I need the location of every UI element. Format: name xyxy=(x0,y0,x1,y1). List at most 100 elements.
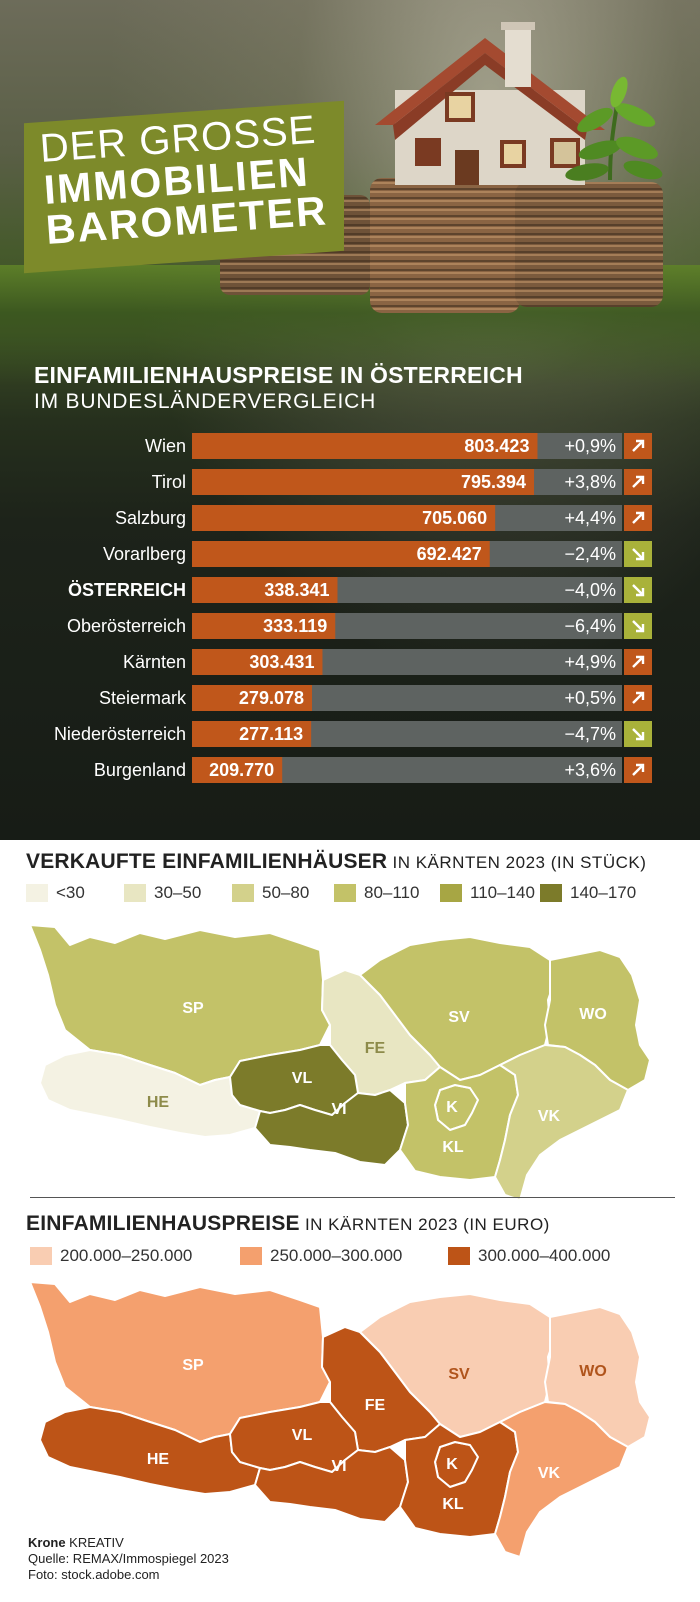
legend-label: 80–110 xyxy=(364,883,420,902)
arrow-down-right-icon xyxy=(632,584,645,597)
district-label: K xyxy=(446,1099,458,1116)
legend-item: 110–140 xyxy=(440,882,535,904)
bar-value-label: 303.431 xyxy=(249,652,314,672)
bar-row: Tirol 795.394 +3,8% xyxy=(152,469,652,495)
district-label: VL xyxy=(292,1427,313,1444)
house-illustration xyxy=(375,22,605,185)
district-label: VK xyxy=(538,1465,561,1482)
map2-kaernten-prices: SP HE FE SV WO VL VI K KL VK xyxy=(29,1281,651,1558)
bar-row: Steiermark 279.078 +0,5% xyxy=(99,685,652,711)
bar-value-label: 279.078 xyxy=(239,688,304,708)
footer-brand: Krone KREATIV xyxy=(28,1535,229,1551)
bar xyxy=(192,613,336,639)
district-label: KL xyxy=(442,1496,464,1513)
district-label: VI xyxy=(331,1101,346,1118)
bar-category-label: ÖSTERREICH xyxy=(68,580,186,600)
arrow-down-right-icon xyxy=(632,728,645,741)
section-divider xyxy=(30,1197,675,1198)
plant-illustration xyxy=(565,76,663,181)
legend-label: 110–140 xyxy=(470,883,535,902)
arrow-up-right-icon xyxy=(632,511,645,524)
map1-title: VERKAUFTE EINFAMILIENHÄUSER IN KÄRNTEN 2… xyxy=(26,850,646,874)
bar-value-label: 795.394 xyxy=(461,472,526,492)
footer-photo-credit: Foto: stock.adobe.com xyxy=(28,1567,160,1582)
district-label: VL xyxy=(292,1070,313,1087)
arrow-up-right-icon xyxy=(632,475,645,488)
bar-category-label: Salzburg xyxy=(115,508,186,528)
district-label: WO xyxy=(579,1363,607,1380)
change-label: +3,6% xyxy=(564,760,616,780)
legend-swatch xyxy=(540,884,562,902)
bar-row: ÖSTERREICH 338.341 −4,0% xyxy=(68,577,652,603)
legend-label: 250.000–300.000 xyxy=(270,1246,403,1265)
bar-category-label: Steiermark xyxy=(99,688,187,708)
legend-label: 140–170 xyxy=(570,883,637,902)
bar-category-label: Wien xyxy=(145,436,186,456)
change-label: +0,5% xyxy=(564,688,616,708)
map1-title-bold: VERKAUFTE EINFAMILIENHÄUSER xyxy=(26,850,388,873)
district-label: VI xyxy=(331,1458,346,1475)
map1-kaernten-sales: SP HE FE SV WO VL VI K KL VK xyxy=(29,924,651,1201)
district-label: KL xyxy=(442,1139,464,1156)
district-label: HE xyxy=(147,1094,170,1111)
bar-row: Salzburg 705.060 +4,4% xyxy=(115,505,652,531)
bar-value-label: 209.770 xyxy=(209,760,274,780)
legend-item: 140–170 xyxy=(540,882,636,904)
bar xyxy=(192,685,313,711)
bar xyxy=(192,541,490,567)
bar-value-label: 333.119 xyxy=(263,616,327,636)
map2-title-rest: IN KÄRNTEN 2023 (IN EURO) xyxy=(299,1215,550,1234)
legend-swatch xyxy=(448,1247,470,1265)
map2-title: EINFAMILIENHAUSPREISE IN KÄRNTEN 2023 (I… xyxy=(26,1212,550,1236)
bar xyxy=(192,721,312,747)
footer-brand-bold: Krone xyxy=(28,1535,66,1550)
district-shape xyxy=(494,1401,629,1558)
legend-item: <30 xyxy=(26,882,85,904)
bar-category-label: Oberösterreich xyxy=(67,616,186,636)
bar xyxy=(192,505,496,531)
bar-value-label: 338.341 xyxy=(264,580,329,600)
change-label: −4,0% xyxy=(564,580,616,600)
coin-stack-middle xyxy=(370,178,520,313)
district-label: SV xyxy=(448,1009,470,1026)
bar-row: Burgenland 209.770 +3,6% xyxy=(94,757,652,783)
change-label: −2,4% xyxy=(564,544,616,564)
price-bar-chart: Wien 803.423 +0,9% Tirol 795.394 +3,8% Salzbur… xyxy=(54,433,652,783)
arrow-up-right-icon xyxy=(632,691,645,704)
district-label: SP xyxy=(182,1357,204,1374)
footer-brand-rest: KREATIV xyxy=(65,1535,124,1550)
legend-label: <30 xyxy=(56,883,85,902)
bar xyxy=(192,757,283,783)
change-label: −6,4% xyxy=(564,616,616,636)
bar xyxy=(192,649,323,675)
bar-category-label: Vorarlberg xyxy=(103,544,186,564)
footer-source: Quelle: REMAX/Immospiegel 2023 xyxy=(28,1551,229,1566)
legend-label: 30–50 xyxy=(154,883,202,902)
arrow-down-right-icon xyxy=(632,548,645,561)
map2-legend: 200.000–250.000 250.000–300.000 300.000–40… xyxy=(0,1245,700,1269)
legend-swatch xyxy=(26,884,48,902)
change-label: −4,7% xyxy=(564,724,616,744)
bar-category-label: Kärnten xyxy=(123,652,186,672)
footer-credits: Krone KREATIV Quelle: REMAX/Immospiegel … xyxy=(28,1535,229,1583)
legend-item: 80–110 xyxy=(334,882,419,904)
change-label: +3,8% xyxy=(564,472,616,492)
legend-item: 250.000–300.000 xyxy=(240,1245,402,1267)
arrow-up-right-icon xyxy=(632,439,645,452)
bar-value-label: 803.423 xyxy=(464,436,529,456)
bar xyxy=(192,577,338,603)
district-label: SV xyxy=(448,1366,470,1383)
legend-swatch xyxy=(232,884,254,902)
legend-label: 300.000–400.000 xyxy=(478,1246,611,1265)
district-label: WO xyxy=(579,1006,607,1023)
district-label: SP xyxy=(182,1000,204,1017)
bar-value-label: 692.427 xyxy=(417,544,482,564)
district-label: VK xyxy=(538,1108,561,1125)
legend-swatch xyxy=(240,1247,262,1265)
arrow-up-right-icon xyxy=(632,763,645,776)
bar-row: Kärnten 303.431 +4,9% xyxy=(123,649,652,675)
bar-chart-subtitle: IM BUNDESLÄNDERVERGLEICH xyxy=(34,390,377,413)
district-label: FE xyxy=(365,1397,386,1414)
legend-swatch xyxy=(334,884,356,902)
legend-swatch xyxy=(440,884,462,902)
